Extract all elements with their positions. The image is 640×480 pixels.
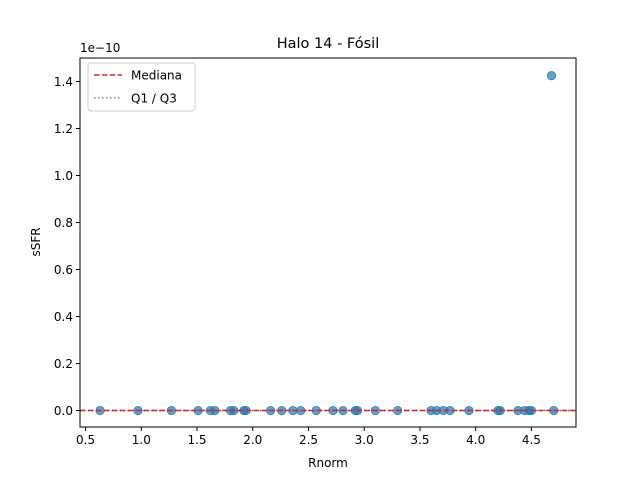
y-tick-label-6: 1.2 — [54, 122, 73, 136]
x-tick-label-6: 3.5 — [410, 433, 429, 447]
x-axis-label: Rnorm — [308, 456, 348, 470]
x-tick-label-7: 4.0 — [466, 433, 485, 447]
y-axis-label: sSFR — [29, 227, 43, 256]
data-point-32 — [546, 71, 557, 81]
legend: Mediana Q1 / Q3 — [87, 62, 196, 112]
x-tick-label-3: 2.0 — [243, 433, 262, 447]
legend-label-mediana: Mediana — [131, 69, 182, 83]
x-tick-label-8: 4.5 — [522, 433, 541, 447]
plot-area: 0.5 1.0 1.5 2.0 2.5 3.0 3.5 4.0 4.5 0.0 0.2 0.4 0.6 0… — [54, 57, 577, 447]
y-tick-label-5: 1.0 — [54, 169, 73, 183]
y-tick-label-7: 1.4 — [54, 75, 73, 89]
legend-label-quartiles: Q1 / Q3 — [131, 92, 177, 106]
x-tick-label-0: 0.5 — [76, 433, 95, 447]
y-tick-label-1: 0.2 — [54, 357, 73, 371]
y-axis-offset-text: 1e−10 — [80, 41, 120, 55]
x-tick-label-2: 1.5 — [187, 433, 206, 447]
y-tick-label-2: 0.4 — [54, 310, 73, 324]
x-tick-label-4: 2.5 — [299, 433, 318, 447]
y-tick-label-4: 0.8 — [54, 216, 73, 230]
x-tick-label-5: 3.0 — [355, 433, 374, 447]
y-tick-label-3: 0.6 — [54, 263, 73, 277]
axes-frame — [79, 57, 577, 428]
y-tick-label-0: 0.0 — [54, 404, 73, 418]
chart-title: Halo 14 - Fósil — [277, 36, 380, 52]
x-tick-label-1: 1.0 — [132, 433, 151, 447]
